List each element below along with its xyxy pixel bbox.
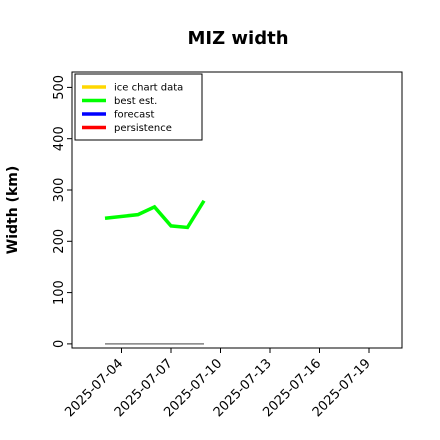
y-axis-label: Width (km) bbox=[5, 166, 21, 255]
series-line-best-est bbox=[104, 199, 206, 230]
series-layer bbox=[104, 199, 206, 345]
legend-label: forecast bbox=[114, 110, 155, 121]
y-tick-label: 400 bbox=[52, 126, 67, 151]
chart-title: MIZ width bbox=[187, 28, 288, 49]
legend: ice chart data best est. forecast persisten… bbox=[74, 73, 203, 141]
y-tick-label: 300 bbox=[52, 178, 67, 203]
y-tick-label: 200 bbox=[52, 229, 67, 254]
y-axis: 0 100 200 300 400 500 bbox=[52, 75, 72, 348]
plot-area-frame bbox=[71, 71, 403, 349]
legend-label: persistence bbox=[114, 123, 172, 134]
legend-label: best est. bbox=[114, 96, 157, 107]
y-tick-label: 100 bbox=[52, 280, 67, 305]
x-axis: 2025-07-042025-07-072025-07-102025-07-13… bbox=[62, 348, 374, 420]
y-tick-label: 0 bbox=[52, 340, 67, 348]
legend-label: ice chart data bbox=[114, 83, 183, 94]
y-tick-label: 500 bbox=[52, 75, 67, 100]
